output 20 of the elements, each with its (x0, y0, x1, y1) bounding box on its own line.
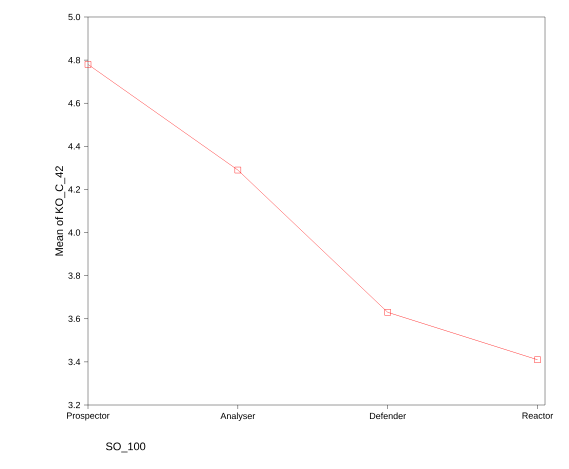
x-tick-label: Reactor (522, 412, 554, 419)
y-axis-title: Mean of KO_C_42 (55, 166, 66, 256)
point (534, 356, 541, 363)
x-axis-title: SO_100 (106, 442, 146, 452)
y-tick-label: 4.2 (68, 186, 80, 193)
y-tick-label: 3.2 (68, 402, 80, 408)
x-tick-label: Analyser (220, 412, 256, 421)
point (234, 166, 242, 174)
y-tick-label: 3.8 (68, 272, 80, 279)
x-tick-label: Prospector (67, 412, 110, 421)
y-tick-label: 3.6 (68, 316, 80, 322)
y-tick-label: 5.0 (68, 14, 80, 20)
y-tick-label: 3.4 (68, 358, 80, 366)
point (84, 61, 92, 68)
y-tick-label: 4.6 (68, 100, 80, 106)
x-tick-label: Defender (370, 412, 406, 420)
y-tick-label: 4.0 (68, 229, 80, 236)
y-tick-label: 4.8 (68, 56, 80, 64)
y-tick-label: 4.4 (68, 143, 80, 150)
point (384, 309, 391, 316)
